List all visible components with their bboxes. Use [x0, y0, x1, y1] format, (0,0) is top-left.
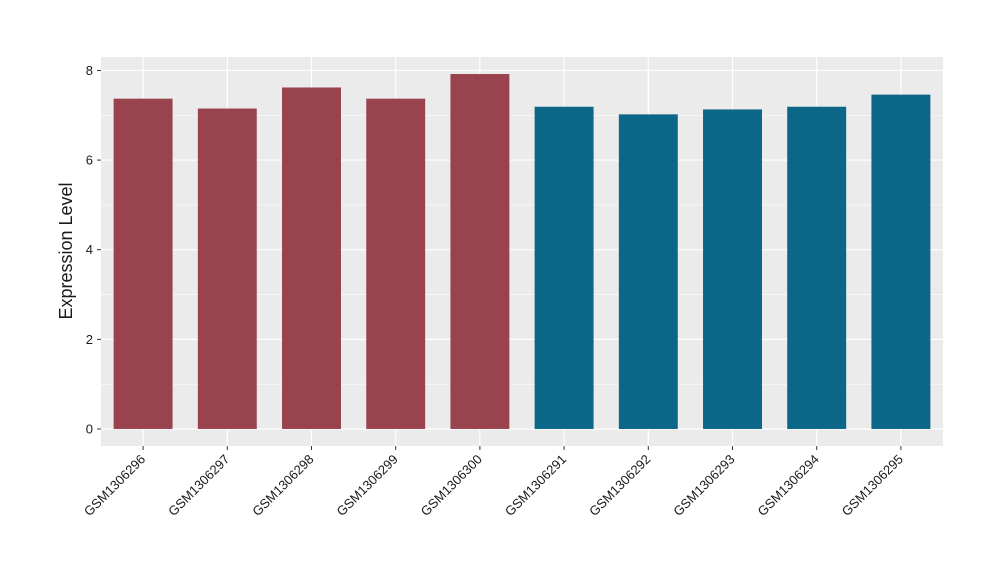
bar — [618, 114, 678, 429]
x-tick-label: GSM1306297 — [165, 452, 232, 519]
x-tick-label: GSM1306293 — [670, 452, 737, 519]
y-tick-label: 6 — [86, 153, 93, 168]
x-axis: GSM1306296 GSM1306297 GSM1306298 GSM1306299… — [81, 446, 906, 519]
x-tick-label: GSM1306300 — [418, 452, 485, 519]
bar — [871, 94, 931, 429]
x-tick-label: GSM1306295 — [839, 452, 906, 519]
bar — [787, 106, 847, 429]
bars — [113, 74, 931, 429]
bar — [450, 74, 510, 429]
bar — [534, 106, 594, 429]
y-tick-label: 8 — [86, 63, 93, 78]
x-tick-label: GSM1306294 — [754, 452, 821, 519]
y-tick-label: 4 — [86, 242, 93, 257]
x-tick-label: GSM1306298 — [249, 452, 316, 519]
x-tick-label: GSM1306296 — [81, 452, 148, 519]
y-tick-label: 0 — [86, 421, 93, 436]
x-tick-label: GSM1306291 — [502, 452, 569, 519]
x-tick-label: GSM1306292 — [586, 452, 653, 519]
x-tick-label: GSM1306299 — [333, 452, 400, 519]
y-axis-title: Expression Level — [56, 182, 76, 319]
y-tick-label: 2 — [86, 332, 93, 347]
y-axis: 0 2 4 6 8 — [86, 63, 101, 436]
bar — [703, 109, 762, 429]
bar — [197, 108, 257, 429]
bar — [282, 87, 341, 429]
bar — [366, 98, 426, 429]
bar — [113, 98, 173, 429]
